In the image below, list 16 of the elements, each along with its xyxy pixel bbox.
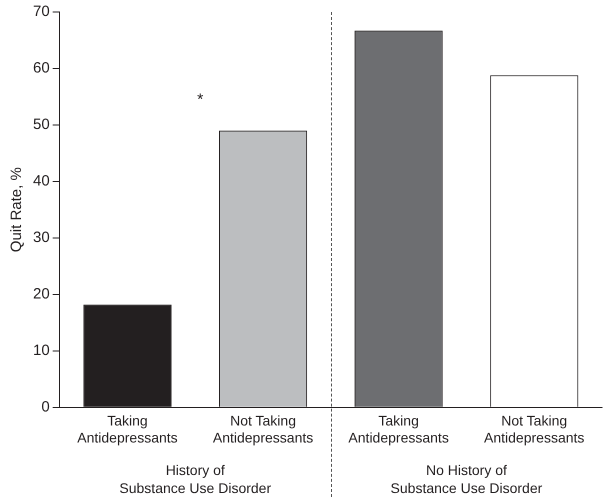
y-tick-label: 60 bbox=[32, 60, 50, 77]
y-tick-label: 30 bbox=[32, 229, 50, 246]
y-axis-title: Quit Rate, % bbox=[8, 167, 26, 252]
x-tick-label: Not Taking Antidepressants bbox=[212, 412, 314, 446]
text: No History of Substance Use Disorder bbox=[390, 462, 543, 496]
y-tick-label: 0 bbox=[41, 398, 50, 416]
y-tick-label: 50 bbox=[32, 116, 50, 134]
x-tick-label: Taking Antidepressants bbox=[348, 412, 449, 446]
y-tick-label: 10 bbox=[32, 342, 50, 360]
y-tick-label: 70 bbox=[32, 3, 50, 20]
y-tick-label: 20 bbox=[32, 286, 50, 303]
text: History of Substance Use Disorder bbox=[119, 462, 272, 496]
y-tick-label: 40 bbox=[32, 172, 50, 190]
x-tick-label: Taking Antidepressants bbox=[77, 412, 178, 446]
annotation: * bbox=[197, 91, 204, 108]
x-tick-label: Not Taking Antidepressants bbox=[484, 412, 584, 446]
